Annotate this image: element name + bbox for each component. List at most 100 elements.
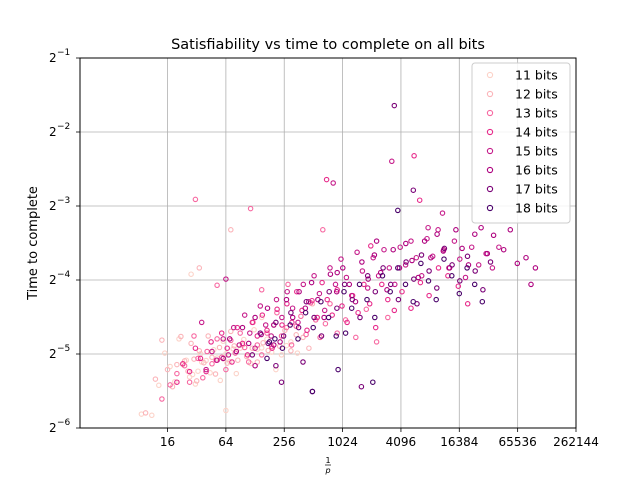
data-point [457,256,463,262]
data-point [174,370,180,377]
data-point [395,207,401,214]
data-point [239,324,246,331]
data-point [197,355,204,362]
data-point [341,281,348,288]
data-point [300,281,307,288]
data-point [289,314,296,321]
data-point [294,350,301,356]
data-point [305,298,312,305]
data-point [178,333,184,340]
data-point [196,265,203,271]
data-point [440,248,447,254]
data-point [321,314,327,321]
data-point [472,268,478,274]
data-point [370,379,376,385]
data-point [324,296,330,303]
data-point [273,362,279,369]
data-point [335,366,341,373]
data-point [402,262,409,268]
legend-item: 17 bits [486,182,558,197]
data-point [264,355,270,362]
data-point [214,336,220,342]
data-point [468,244,475,250]
data-point [342,330,349,336]
data-point [359,259,365,265]
data-point [278,333,285,339]
data-point [410,187,417,193]
legend-marker [486,71,494,79]
y-tick-base: 2 [49,125,57,139]
data-point [403,240,409,247]
data-point [408,305,414,311]
data-point [341,288,347,295]
data-point [264,327,270,334]
data-point [302,309,309,316]
data-point [200,375,206,381]
series-17-bits [249,102,494,395]
data-point [272,336,278,342]
data-point [284,288,290,295]
data-point [223,276,229,282]
data-point [180,361,186,367]
data-point [198,319,205,326]
data-point [174,379,180,385]
data-point [303,298,310,305]
data-point [220,355,226,362]
data-point [451,238,458,244]
x-tick-label: 65536 [499,435,537,449]
data-point [385,314,391,321]
data-point [361,281,367,288]
data-point [212,371,219,377]
data-point [464,253,471,260]
legend-box [471,62,571,224]
data-point [230,324,237,331]
data-point [372,314,378,321]
data-point [252,345,258,351]
data-point [218,330,225,336]
y-tick-label: 2 −1 [49,48,70,65]
data-point [258,352,265,358]
data-point [208,339,214,345]
data-point [439,210,446,216]
data-point [159,396,165,402]
legend-label: 17 bits [515,182,558,197]
legend-marker [486,185,494,193]
data-point [295,319,301,326]
data-point [214,282,220,289]
legend-marker [486,90,494,98]
legend-label: 13 bits [515,106,558,121]
data-point [229,359,235,365]
data-point [496,244,502,250]
data-point [224,360,230,366]
plot-area-frame [79,57,577,429]
data-point [329,312,335,318]
data-point [257,303,264,309]
data-point [397,244,403,250]
data-point [214,357,220,363]
data-point [327,265,333,271]
data-point [279,314,285,321]
data-point [396,265,403,271]
data-point [330,180,336,186]
data-point [373,339,380,345]
data-point [277,339,283,345]
data-point [433,296,439,303]
data-point [193,378,200,384]
data-point [363,306,370,313]
data-point [434,285,440,291]
data-point [288,348,294,354]
legend-marker [486,166,494,174]
data-point [364,273,371,279]
data-point [203,368,209,375]
data-point [283,296,290,303]
y-axis-ticks: 2 −62 −52 −42 −32 −22 −1 [49,48,80,435]
data-point [233,370,240,377]
data-point [408,238,414,244]
data-point [296,288,302,295]
data-point [288,309,294,316]
data-point [373,238,380,244]
data-point [159,337,165,343]
legend-marker [486,128,494,136]
data-point [334,269,340,276]
